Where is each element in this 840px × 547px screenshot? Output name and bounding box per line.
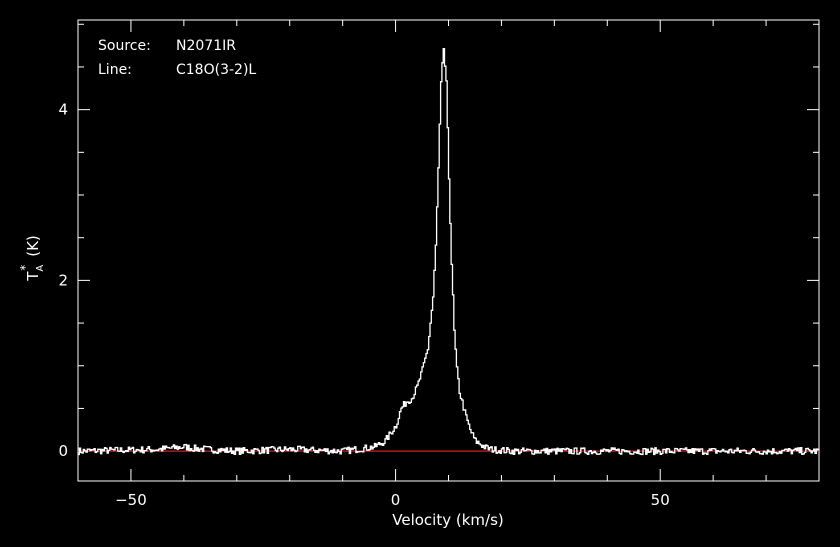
- source-label: Source:: [98, 38, 151, 54]
- y-axis-label-sup: *: [18, 265, 32, 271]
- line-label: Line:: [98, 62, 132, 78]
- y-axis-label: TA* (K): [18, 235, 46, 282]
- line-value: C18O(3-2)L: [176, 62, 256, 78]
- y-tick-label: 4: [58, 101, 68, 119]
- svg-text:TA*(K): TA* (K): [18, 235, 46, 282]
- x-tick-label: 50: [651, 491, 670, 509]
- y-tick-label: 0: [58, 442, 68, 460]
- x-tick-label: −50: [115, 491, 147, 509]
- y-axis-label-main: T: [24, 271, 42, 282]
- y-tick-label: 2: [58, 271, 68, 289]
- y-axis-label-unit: (K): [24, 235, 42, 257]
- x-tick-label: 0: [391, 491, 401, 509]
- spectrum-series-line: [78, 47, 820, 456]
- x-axis-label: Velocity (km/s): [392, 511, 503, 529]
- source-value: N2071IR: [176, 38, 236, 54]
- y-axis-label-sub: A: [35, 265, 46, 272]
